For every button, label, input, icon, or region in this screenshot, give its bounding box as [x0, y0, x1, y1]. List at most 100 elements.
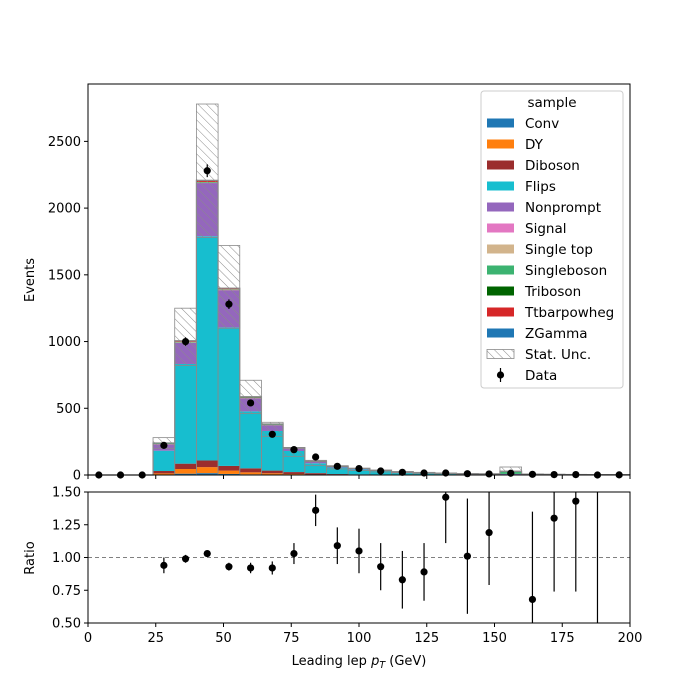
ratio-point	[160, 561, 168, 569]
legend-swatch-nonprompt	[487, 202, 514, 212]
legend: sample Conv DY Diboson Flips Nonprompt Signal…	[480, 90, 624, 389]
bar-dy	[283, 474, 305, 475]
ratio-x-tick-label: 200	[618, 631, 643, 646]
legend-label-ttbarpowheg: Ttbarpowheg	[524, 305, 614, 321]
data-point	[268, 430, 276, 438]
legend-label-stat-unc: Stat. Unc.	[525, 347, 591, 363]
bar-flips	[304, 463, 327, 474]
legend-swatch-stat-unc	[486, 349, 515, 359]
main-y-tick-label: 1500	[48, 268, 81, 283]
legend-swatch-data	[496, 371, 505, 379]
data-point	[463, 470, 471, 478]
ratio-point	[485, 529, 493, 537]
main-y-tick-label: 2000	[48, 202, 81, 217]
ratio-point	[442, 493, 450, 501]
ratio-point	[333, 542, 341, 550]
bar-conv	[174, 473, 197, 475]
bar-flips	[153, 450, 175, 471]
legend-swatch-triboson	[487, 286, 514, 296]
legend-swatch-ttbarpowheg	[487, 307, 514, 317]
ratio-x-tick-label: 25	[147, 631, 164, 646]
legend-label-single-top: Single top	[525, 242, 593, 258]
legend-frame	[480, 90, 624, 389]
bar-diboson	[174, 463, 197, 469]
legend-title: sample	[527, 95, 576, 111]
ratio-x-tick-label: 50	[215, 631, 232, 646]
data-point	[181, 337, 190, 346]
data-point	[225, 300, 233, 308]
bar-flips	[261, 430, 284, 471]
ratio-point	[225, 563, 233, 571]
ratio-y-tick-label: 1.25	[52, 518, 81, 533]
data-point	[398, 468, 406, 476]
ratio-point	[290, 549, 298, 558]
bar-diboson	[304, 473, 327, 475]
main-y-axis: 0 500 1000 1500 2000 2500	[48, 135, 88, 484]
legend-swatch-single-top	[487, 244, 514, 254]
ratio-point	[420, 568, 428, 576]
data-point	[333, 462, 341, 470]
ratio-y-tick-label: 0.50	[52, 617, 81, 632]
ratio-x-tick-label: 150	[482, 631, 507, 646]
legend-label-nonprompt: Nonprompt	[525, 200, 601, 216]
bar-conv	[196, 473, 219, 475]
stat-unc-box	[304, 459, 327, 467]
ratio-x-tick-label: 125	[414, 631, 439, 646]
main-y-tick-label: 1000	[48, 335, 81, 350]
data-point	[377, 467, 385, 475]
ratio-point	[550, 514, 558, 522]
bar-dy	[174, 468, 197, 474]
stat-unc-box	[174, 307, 197, 366]
legend-swatch-singleboson	[487, 265, 514, 275]
bar-conv	[218, 473, 240, 475]
legend-label-flips: Flips	[525, 179, 556, 195]
bar-diboson	[239, 468, 262, 473]
bar-dy	[261, 473, 284, 475]
bar-diboson	[218, 465, 240, 471]
ratio-y-axis: 0.50 0.75 1.00 1.25 1.50	[52, 486, 88, 632]
data-point	[290, 446, 298, 454]
ratio-point	[463, 552, 471, 560]
stat-unc-box	[217, 245, 241, 329]
legend-swatch-zgamma	[487, 328, 514, 338]
bar-dy	[196, 467, 219, 474]
legend-swatch-conv	[487, 118, 514, 128]
data-point	[528, 470, 537, 478]
data-point	[203, 167, 211, 175]
legend-label-dy: DY	[525, 137, 544, 153]
data-point	[312, 453, 320, 461]
data-point	[442, 469, 450, 477]
ratio-point	[312, 506, 320, 514]
ratio-x-label: Leading lep pT (GeV)	[292, 654, 427, 671]
legend-swatch-flips	[487, 181, 514, 191]
bar-flips	[174, 363, 197, 464]
legend-label-signal: Signal	[525, 221, 566, 237]
ratio-point	[377, 563, 385, 571]
ratio-point	[572, 497, 580, 505]
data-point	[160, 441, 168, 449]
ratio-point	[203, 549, 211, 558]
data-point	[507, 469, 515, 477]
legend-label-zgamma: ZGamma	[525, 326, 588, 342]
ratio-x-axis: 0 25 50 75 100 125 150 175 200	[84, 623, 643, 646]
data-point	[355, 464, 363, 473]
legend-label-triboson: Triboson	[524, 284, 581, 300]
ratio-x-tick-label: 0	[84, 631, 92, 646]
ratio-y-tick-label: 1.50	[52, 486, 81, 501]
ratio-x-tick-label: 175	[550, 631, 575, 646]
ratio-point	[398, 576, 406, 584]
ratio-x-tick-label: 100	[347, 631, 372, 646]
ratio-point	[268, 564, 276, 572]
ratio-y-label: Ratio	[23, 541, 38, 574]
data-point	[247, 399, 255, 407]
main-y-tick-label: 0	[73, 469, 81, 484]
ratio-point	[355, 547, 363, 555]
bar-dy	[153, 473, 175, 475]
legend-label-diboson: Diboson	[525, 158, 580, 174]
main-y-tick-label: 500	[56, 402, 81, 417]
ratio-panel: 0.50 0.75 1.00 1.25 1.50 0 25 50 75 100 125 150 175…	[23, 486, 642, 672]
ratio-point	[181, 555, 190, 563]
main-y-label: Events	[23, 258, 38, 302]
stat-unc-box	[239, 379, 262, 415]
